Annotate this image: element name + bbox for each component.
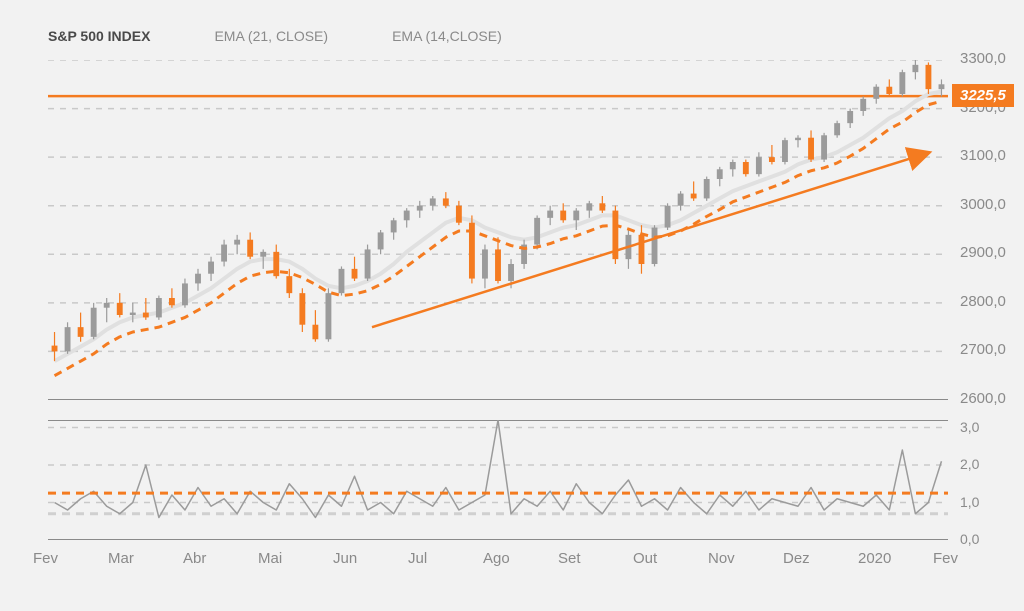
xaxis-label: Mar — [108, 550, 134, 567]
indicator-ylabel: 0,0 — [960, 531, 979, 547]
ema21-label: EMA (21, CLOSE) — [214, 28, 328, 44]
xaxis-label: Mai — [258, 550, 282, 567]
xaxis-label: Fev — [33, 550, 58, 567]
xaxis-label: Jun — [333, 550, 357, 567]
xaxis-label: Out — [633, 550, 657, 567]
chart-header: S&P 500 INDEX EMA (21, CLOSE) EMA (14,CL… — [48, 28, 502, 44]
xaxis-label: Set — [558, 550, 581, 567]
price-ylabel: 2900,0 — [960, 244, 1006, 261]
xaxis-label: 2020 — [858, 550, 891, 567]
price-ylabel: 3300,0 — [960, 50, 1006, 67]
xaxis-label: Nov — [708, 550, 735, 567]
xaxis-label: Abr — [183, 550, 206, 567]
price-ylabel: 2800,0 — [960, 293, 1006, 310]
xaxis-label: Dez — [783, 550, 810, 567]
indicator-ylabel: 3,0 — [960, 419, 979, 435]
price-ylabel: 2700,0 — [960, 341, 1006, 358]
xaxis-label: Ago — [483, 550, 510, 567]
price-ylabel: 2600,0 — [960, 390, 1006, 407]
indicator-ylabel: 1,0 — [960, 494, 979, 510]
indicator-ylabel: 2,0 — [960, 456, 979, 472]
x-axis: FevMarAbrMaiJunJulAgoSetOutNovDez2020Fev — [48, 550, 948, 580]
price-ylabel: 3000,0 — [960, 196, 1006, 213]
xaxis-label: Fev — [933, 550, 958, 567]
indicator-chart — [48, 420, 948, 540]
price-badge: 3225,5 — [952, 84, 1014, 107]
price-chart — [48, 60, 948, 400]
price-ylabel: 3100,0 — [960, 147, 1006, 164]
chart-title: S&P 500 INDEX — [48, 28, 150, 44]
ema14-label: EMA (14,CLOSE) — [392, 28, 502, 44]
xaxis-label: Jul — [408, 550, 427, 567]
